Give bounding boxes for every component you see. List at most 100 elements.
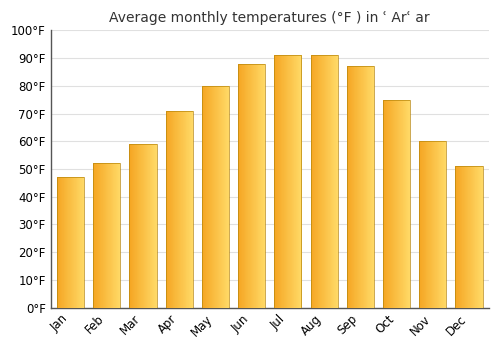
Bar: [298, 55, 299, 308]
Bar: [405, 100, 406, 308]
Bar: [148, 144, 149, 308]
Bar: [214, 86, 215, 308]
Bar: [456, 166, 482, 308]
Bar: [64, 177, 65, 308]
Bar: [210, 86, 211, 308]
Bar: [101, 163, 102, 308]
Bar: [240, 64, 241, 308]
Bar: [247, 64, 248, 308]
Bar: [257, 64, 258, 308]
Bar: [258, 64, 259, 308]
Bar: [207, 86, 208, 308]
Bar: [184, 111, 186, 308]
Bar: [191, 111, 192, 308]
Bar: [433, 141, 434, 308]
Bar: [424, 141, 425, 308]
Bar: [337, 55, 338, 308]
Bar: [190, 111, 192, 308]
Bar: [326, 55, 327, 308]
Bar: [297, 55, 298, 308]
Bar: [360, 66, 361, 308]
Bar: [259, 64, 260, 308]
Bar: [102, 163, 103, 308]
Bar: [153, 144, 154, 308]
Bar: [274, 55, 301, 308]
Bar: [370, 66, 371, 308]
Bar: [292, 55, 293, 308]
Bar: [263, 64, 264, 308]
Bar: [169, 111, 170, 308]
Bar: [300, 55, 301, 308]
Bar: [218, 86, 220, 308]
Bar: [151, 144, 152, 308]
Bar: [335, 55, 336, 308]
Bar: [130, 144, 156, 308]
Bar: [262, 64, 263, 308]
Bar: [470, 166, 471, 308]
Bar: [212, 86, 213, 308]
Bar: [189, 111, 190, 308]
Bar: [251, 64, 252, 308]
Bar: [430, 141, 431, 308]
Bar: [57, 177, 84, 308]
Bar: [256, 64, 257, 308]
Bar: [444, 141, 446, 308]
Bar: [170, 111, 171, 308]
Bar: [388, 100, 389, 308]
Bar: [192, 111, 193, 308]
Bar: [202, 86, 203, 308]
Bar: [477, 166, 478, 308]
Bar: [429, 141, 430, 308]
Bar: [476, 166, 477, 308]
Bar: [355, 66, 356, 308]
Bar: [458, 166, 459, 308]
Bar: [176, 111, 177, 308]
Bar: [254, 64, 255, 308]
Bar: [478, 166, 479, 308]
Bar: [173, 111, 174, 308]
Bar: [145, 144, 146, 308]
Bar: [249, 64, 250, 308]
Bar: [278, 55, 280, 308]
Bar: [137, 144, 138, 308]
Bar: [152, 144, 153, 308]
Bar: [261, 64, 262, 308]
Bar: [472, 166, 473, 308]
Bar: [154, 144, 155, 308]
Bar: [244, 64, 245, 308]
Bar: [226, 86, 227, 308]
Bar: [396, 100, 397, 308]
Bar: [323, 55, 324, 308]
Bar: [423, 141, 424, 308]
Bar: [468, 166, 469, 308]
Bar: [347, 66, 374, 308]
Bar: [174, 111, 175, 308]
Bar: [208, 86, 209, 308]
Bar: [166, 111, 167, 308]
Bar: [312, 55, 313, 308]
Bar: [65, 177, 66, 308]
Bar: [209, 86, 210, 308]
Bar: [238, 64, 239, 308]
Bar: [421, 141, 422, 308]
Bar: [206, 86, 207, 308]
Bar: [118, 163, 119, 308]
Bar: [132, 144, 133, 308]
Bar: [110, 163, 111, 308]
Bar: [72, 177, 73, 308]
Bar: [404, 100, 406, 308]
Bar: [293, 55, 294, 308]
Bar: [419, 141, 420, 308]
Bar: [319, 55, 320, 308]
Bar: [464, 166, 465, 308]
Bar: [364, 66, 366, 308]
Bar: [322, 55, 323, 308]
Bar: [111, 163, 112, 308]
Bar: [223, 86, 224, 308]
Bar: [392, 100, 393, 308]
Bar: [264, 64, 265, 308]
Bar: [80, 177, 81, 308]
Bar: [79, 177, 80, 308]
Bar: [284, 55, 285, 308]
Bar: [115, 163, 116, 308]
